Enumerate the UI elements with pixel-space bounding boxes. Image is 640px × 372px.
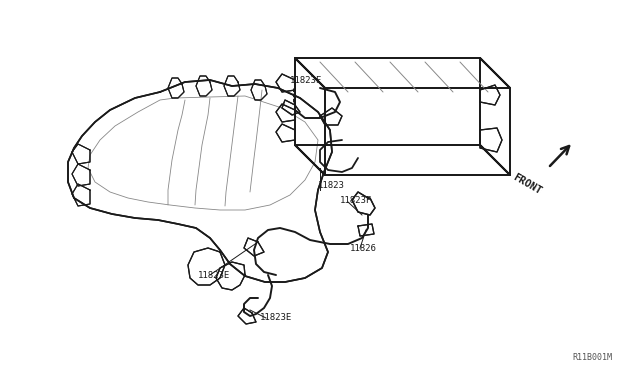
Polygon shape xyxy=(72,184,90,206)
Text: R11B001M: R11B001M xyxy=(572,353,612,362)
Text: 11823F: 11823F xyxy=(290,76,323,84)
Polygon shape xyxy=(68,80,332,282)
Text: 11823F: 11823F xyxy=(340,196,372,205)
Polygon shape xyxy=(358,224,374,236)
Polygon shape xyxy=(320,108,342,125)
Polygon shape xyxy=(480,85,500,105)
Polygon shape xyxy=(224,76,240,96)
Text: 11826: 11826 xyxy=(350,244,377,253)
Polygon shape xyxy=(295,58,325,175)
Polygon shape xyxy=(72,164,90,186)
Polygon shape xyxy=(72,144,90,164)
Polygon shape xyxy=(196,76,212,96)
Polygon shape xyxy=(295,58,510,88)
Polygon shape xyxy=(276,74,295,92)
Polygon shape xyxy=(276,124,295,142)
Text: 11823E: 11823E xyxy=(198,270,230,279)
Polygon shape xyxy=(276,104,295,122)
Polygon shape xyxy=(295,145,510,175)
Polygon shape xyxy=(188,248,225,285)
Text: 11823: 11823 xyxy=(318,180,345,189)
Text: FRONT: FRONT xyxy=(511,172,543,196)
Polygon shape xyxy=(244,238,264,256)
Polygon shape xyxy=(480,128,502,152)
Polygon shape xyxy=(168,78,184,98)
Polygon shape xyxy=(282,100,300,115)
Polygon shape xyxy=(251,80,267,100)
Polygon shape xyxy=(480,58,510,175)
Polygon shape xyxy=(238,308,256,324)
Polygon shape xyxy=(352,192,375,215)
Text: 11823E: 11823E xyxy=(260,314,292,323)
Polygon shape xyxy=(216,262,245,290)
